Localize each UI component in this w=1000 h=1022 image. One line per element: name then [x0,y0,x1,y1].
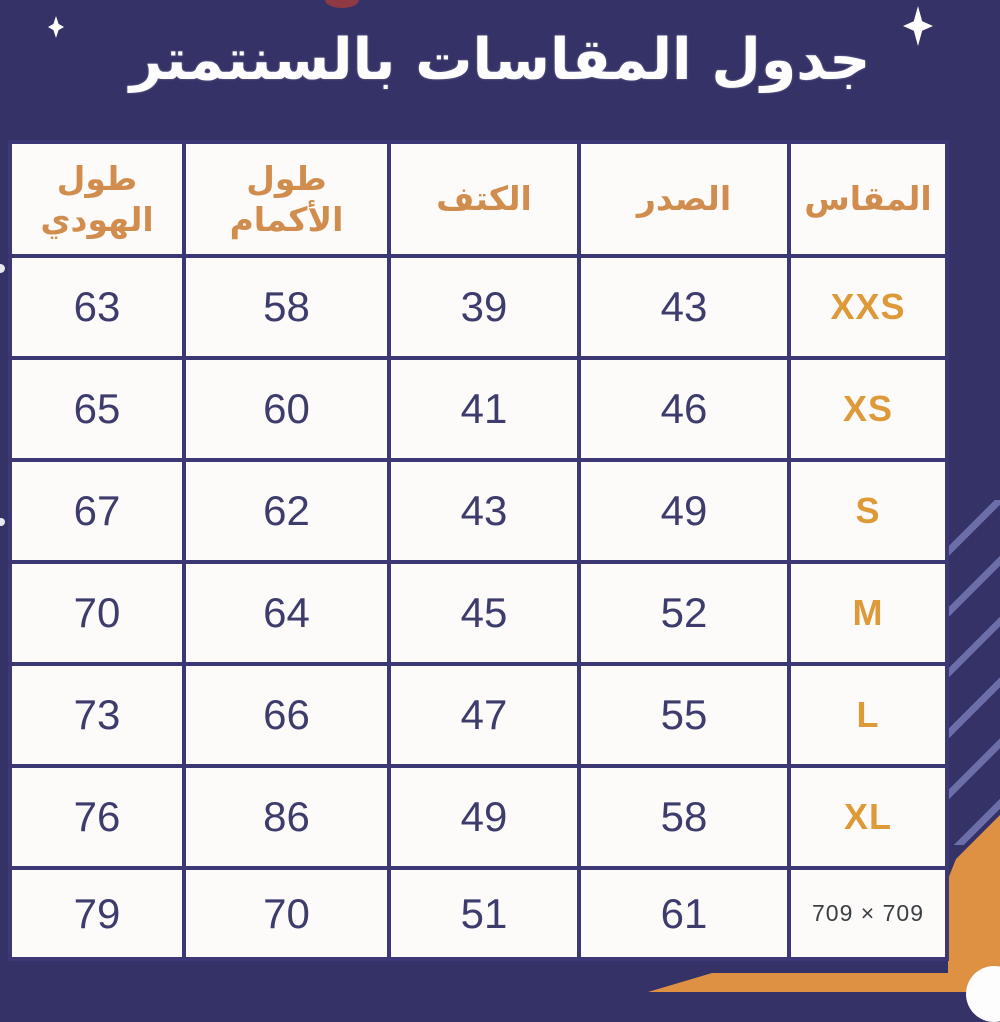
shoulder-cell: 41 [387,356,581,462]
image-dimensions-overlay: 709 × 709 [812,900,924,926]
table-row: S 49 43 62 67 [8,458,949,564]
column-header-shoulder: الكتف [387,140,581,258]
size-cell: S [787,458,949,564]
shoulder-cell: 49 [387,764,581,870]
hoodie-length-cell: 63 [8,254,186,360]
chest-cell: 55 [577,662,791,768]
sleeve-cell: 86 [182,764,391,870]
table-row: 709 × 709 61 51 70 79 [8,866,949,961]
column-header-chest: الصدر [577,140,791,258]
size-cell: L [787,662,949,768]
table-row: M 52 45 64 70 [8,560,949,666]
sparkle-dot [0,264,5,273]
sleeve-cell: 58 [182,254,391,360]
chest-cell: 52 [577,560,791,666]
size-cell: XS [787,356,949,462]
table-row: XL 58 49 86 76 [8,764,949,870]
header-row: المقاس الصدر الكتف طول الأكمام طول الهود… [8,140,949,258]
size-cell: XXS [787,254,949,360]
sleeve-cell: 66 [182,662,391,768]
sleeve-cell: 64 [182,560,391,666]
chest-cell: 49 [577,458,791,564]
table-row: L 55 47 66 73 [8,662,949,768]
hoodie-length-cell: 65 [8,356,186,462]
sleeve-cell: 60 [182,356,391,462]
shoulder-cell: 43 [387,458,581,564]
size-cell: M [787,560,949,666]
column-header-size: المقاس [787,140,949,258]
shoulder-cell: 45 [387,560,581,666]
red-blob-decoration [325,0,359,8]
chest-cell: 58 [577,764,791,870]
shoulder-cell: 47 [387,662,581,768]
page-title: جدول المقاسات بالسنتمتر [129,27,871,93]
hoodie-length-cell: 67 [8,458,186,564]
chest-cell: 43 [577,254,791,360]
hoodie-length-cell: 73 [8,662,186,768]
sleeve-cell: 62 [182,458,391,564]
sleeve-cell: 70 [182,866,391,961]
column-header-hoodie-length: طول الهودي [8,140,186,258]
sparkle-dot [0,518,5,526]
hoodie-length-cell: 79 [8,866,186,961]
size-cell: XL [787,764,949,870]
chest-cell: 61 [577,866,791,961]
shoulder-cell: 51 [387,866,581,961]
size-chart-table: المقاس الصدر الكتف طول الأكمام طول الهود… [8,140,949,961]
shoulder-cell: 39 [387,254,581,360]
table-row: XXS 43 39 58 63 [8,254,949,360]
column-header-sleeve-length: طول الأكمام [182,140,391,258]
diagonal-hatch-decoration [944,500,1000,845]
hoodie-length-cell: 70 [8,560,186,666]
chest-cell: 46 [577,356,791,462]
hoodie-length-cell: 76 [8,764,186,870]
size-cell: 709 × 709 [787,866,949,961]
table-row: XS 46 41 60 65 [8,356,949,462]
